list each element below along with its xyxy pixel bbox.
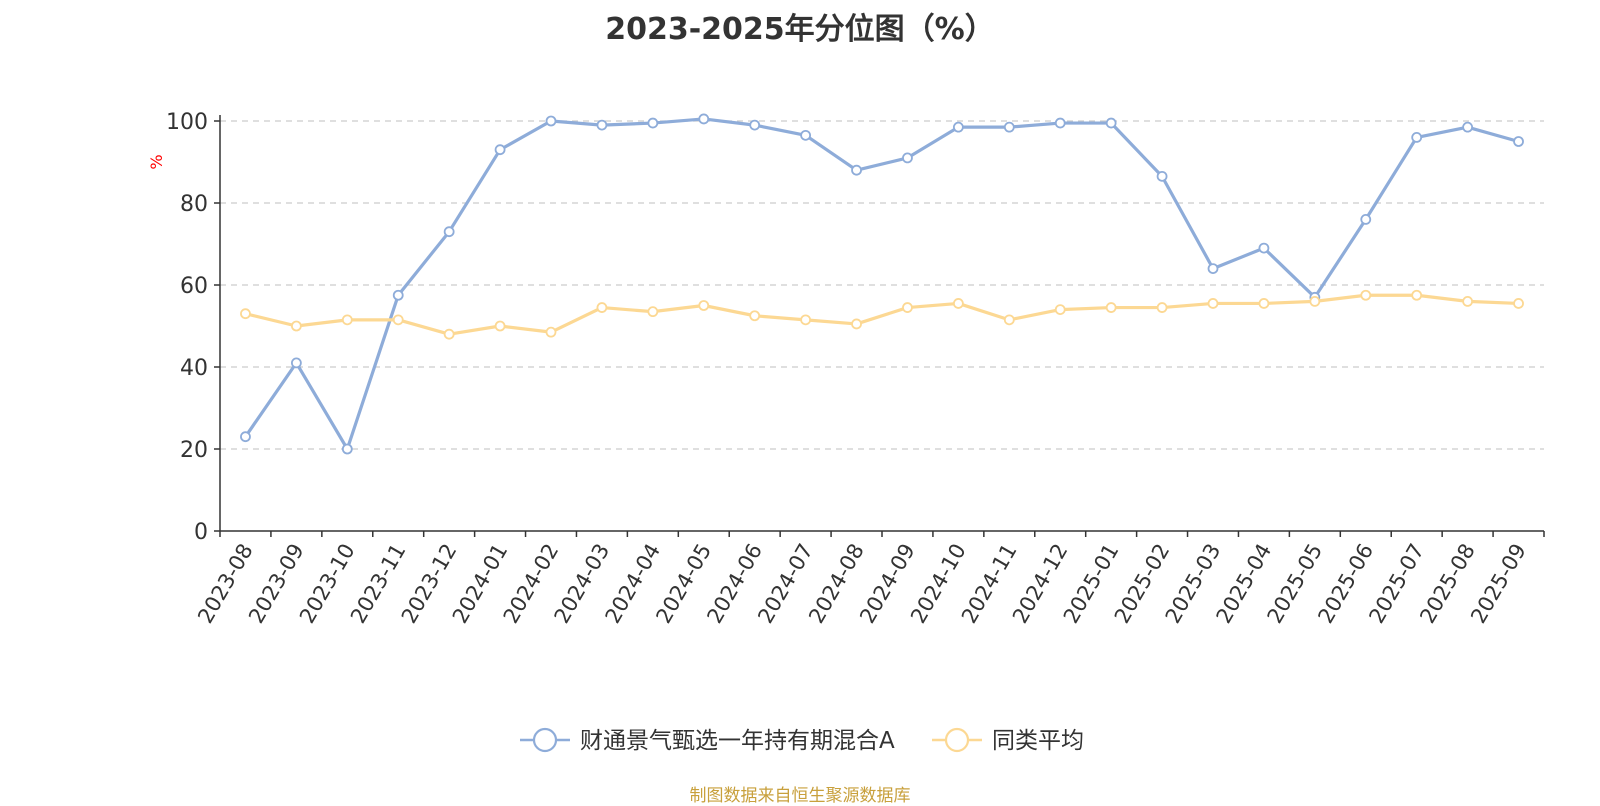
- legend-label: 同类平均: [992, 728, 1084, 754]
- y-tick-label: 20: [180, 438, 208, 463]
- data-point: [647, 306, 659, 318]
- legend: 财通景气甄选一年持有期混合A 同类平均: [520, 727, 1084, 754]
- data-point: [1360, 289, 1372, 301]
- data-point: [1105, 117, 1117, 129]
- data-point: [1513, 136, 1524, 147]
- source-footer: 制图数据来自恒生聚源数据库: [689, 786, 911, 806]
- data-point: [1258, 242, 1270, 254]
- data-point: [1309, 295, 1321, 307]
- data-point: [443, 226, 455, 238]
- data-point: [240, 431, 251, 443]
- grid-lines: [220, 120, 1544, 450]
- data-point: [952, 121, 964, 133]
- data-point: [902, 302, 913, 313]
- legend-swatch-marker: [944, 727, 970, 753]
- data-point: [1054, 304, 1066, 316]
- data-point: [800, 314, 812, 326]
- y-tick-label: 60: [180, 274, 208, 299]
- data-point: [800, 129, 812, 141]
- data-point: [1360, 213, 1372, 225]
- data-point: [341, 443, 353, 455]
- chart-title: 2023-2025年分位图（%）: [605, 12, 995, 47]
- series-lines: [240, 113, 1524, 455]
- data-point: [1258, 298, 1270, 309]
- data-point: [1411, 289, 1423, 301]
- data-point: [240, 308, 251, 320]
- y-tick-label: 80: [180, 192, 208, 217]
- data-point: [749, 310, 761, 322]
- data-point: [1513, 298, 1524, 309]
- data-point: [494, 320, 506, 332]
- data-point: [1462, 295, 1474, 307]
- data-point: [341, 314, 353, 326]
- data-point: [1156, 302, 1168, 313]
- data-point: [1054, 117, 1066, 129]
- data-point: [545, 115, 557, 127]
- data-point: [1003, 314, 1015, 326]
- data-point: [749, 119, 761, 131]
- data-point: [443, 328, 455, 340]
- data-point: [851, 164, 862, 176]
- data-point: [596, 302, 608, 313]
- y-axis-label: %: [147, 154, 166, 169]
- data-point: [1156, 170, 1168, 182]
- data-point: [290, 320, 302, 332]
- data-point: [545, 326, 557, 338]
- y-tick-label: 40: [180, 356, 208, 381]
- data-point: [1105, 302, 1117, 313]
- series-line: [244, 117, 1519, 451]
- data-point: [1207, 263, 1219, 275]
- data-point: [494, 144, 506, 156]
- data-point: [392, 314, 404, 326]
- data-point: [290, 357, 302, 369]
- y-tick-label: 100: [166, 110, 208, 135]
- data-point: [952, 298, 964, 309]
- data-point: [1462, 121, 1474, 133]
- y-tick-label: 0: [194, 520, 208, 545]
- data-point: [596, 119, 608, 131]
- axes: 020406080100%2023-082023-092023-102023-1…: [147, 110, 1545, 627]
- legend-label: 财通景气甄选一年持有期混合A: [580, 728, 895, 754]
- data-point: [698, 113, 710, 125]
- data-point: [851, 318, 862, 330]
- data-point: [1207, 298, 1219, 309]
- data-point: [902, 152, 913, 164]
- data-point: [392, 289, 404, 301]
- series-line: [245, 293, 1519, 336]
- data-point: [1003, 121, 1015, 133]
- data-point: [647, 117, 659, 129]
- data-point: [698, 300, 710, 311]
- data-point: [1411, 131, 1423, 143]
- legend-swatch-marker: [532, 727, 558, 753]
